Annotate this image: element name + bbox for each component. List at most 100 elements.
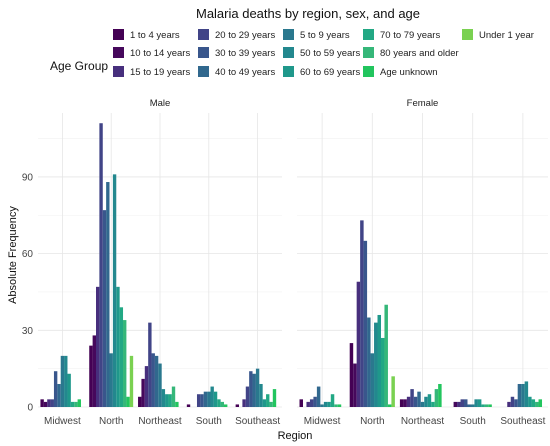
bar <box>74 401 78 407</box>
bar <box>92 335 96 407</box>
bar <box>517 383 522 407</box>
bar <box>106 182 110 407</box>
bar <box>220 401 224 407</box>
x-tick-label: Southeast <box>500 416 545 427</box>
legend-swatch <box>363 29 374 40</box>
bar <box>353 363 357 407</box>
bar <box>531 399 536 407</box>
x-tick-label: South <box>196 416 222 427</box>
bar <box>363 240 368 407</box>
legend-swatch <box>198 47 209 58</box>
legend-swatch <box>283 47 294 58</box>
panel-strip-label: Female <box>407 98 439 109</box>
bar <box>207 391 211 407</box>
bar <box>213 391 218 407</box>
bar <box>210 386 214 407</box>
bar <box>484 404 489 407</box>
bar <box>259 383 263 407</box>
bar <box>171 386 176 407</box>
bar <box>70 401 75 407</box>
legend-label: 70 to 79 years <box>380 30 440 41</box>
bar <box>420 401 425 407</box>
legend-label: 20 to 29 years <box>215 30 275 41</box>
bar <box>514 399 518 407</box>
bar <box>387 404 392 407</box>
bar <box>168 394 172 407</box>
bar <box>384 304 388 407</box>
bar <box>413 396 418 407</box>
bar <box>53 371 58 407</box>
panel-strip-label: Male <box>150 98 171 109</box>
bar <box>77 399 81 407</box>
bar <box>507 401 511 407</box>
bar <box>427 394 432 407</box>
bar <box>460 399 465 407</box>
bar <box>360 220 364 407</box>
y-tick-label: 0 <box>27 403 33 414</box>
x-axis-title: Region <box>278 430 313 442</box>
legend-label: 30 to 39 years <box>215 48 275 59</box>
bar <box>224 404 228 407</box>
bar <box>158 363 162 407</box>
bar <box>96 286 100 407</box>
bar <box>528 396 532 407</box>
bar <box>116 286 120 407</box>
x-tick-label: Southeast <box>235 416 280 427</box>
legend-swatch <box>283 29 294 40</box>
legend-label: 60 to 69 years <box>300 67 360 78</box>
bar <box>377 314 381 407</box>
bar <box>89 345 93 407</box>
x-tick-label: Midwest <box>44 416 81 427</box>
x-tick-label: South <box>460 416 486 427</box>
legend-swatch <box>113 29 124 40</box>
bar <box>457 401 461 407</box>
y-tick-label: 30 <box>22 326 34 337</box>
bar <box>119 307 124 407</box>
bar <box>129 355 134 407</box>
bar <box>245 386 250 407</box>
bar <box>235 404 240 407</box>
bar <box>464 399 468 407</box>
bar <box>272 389 277 407</box>
panel-female: Female Midwest North Northeast South Southeas… <box>297 98 548 427</box>
panel-male: Male Midwest North Northeast South Southeast <box>38 98 282 427</box>
bar <box>269 401 273 407</box>
bar <box>252 373 256 407</box>
bar <box>334 404 338 407</box>
legend-swatch <box>363 66 374 77</box>
legend-swatch <box>113 47 124 58</box>
legend-title: Age Group <box>50 59 108 73</box>
legend-label: 1 to 4 years <box>130 30 180 41</box>
bar <box>217 399 221 407</box>
bar <box>138 396 142 407</box>
legend-swatch <box>198 29 209 40</box>
bar <box>380 337 385 407</box>
bar <box>102 210 107 407</box>
bar <box>109 353 113 407</box>
legend-swatch <box>113 66 124 77</box>
bar <box>320 404 324 407</box>
bar <box>313 396 317 407</box>
bar <box>299 399 303 407</box>
bar <box>316 386 321 407</box>
bar <box>399 399 404 407</box>
bar <box>306 401 310 407</box>
legend-label: 50 to 59 years <box>300 48 360 59</box>
bar <box>410 389 414 407</box>
bar <box>470 404 475 407</box>
legend-swatch <box>198 66 209 77</box>
bar <box>467 404 471 407</box>
x-tick-label: Northeast <box>138 416 182 427</box>
bar <box>99 123 103 407</box>
bar <box>477 399 482 407</box>
bar <box>47 399 51 407</box>
y-tick-label: 90 <box>22 172 34 183</box>
bar <box>403 399 407 407</box>
bar <box>175 401 179 407</box>
bar <box>148 322 152 407</box>
bar <box>309 399 314 407</box>
x-tick-label: North <box>360 416 384 427</box>
bar <box>141 378 145 407</box>
bar <box>481 404 485 407</box>
